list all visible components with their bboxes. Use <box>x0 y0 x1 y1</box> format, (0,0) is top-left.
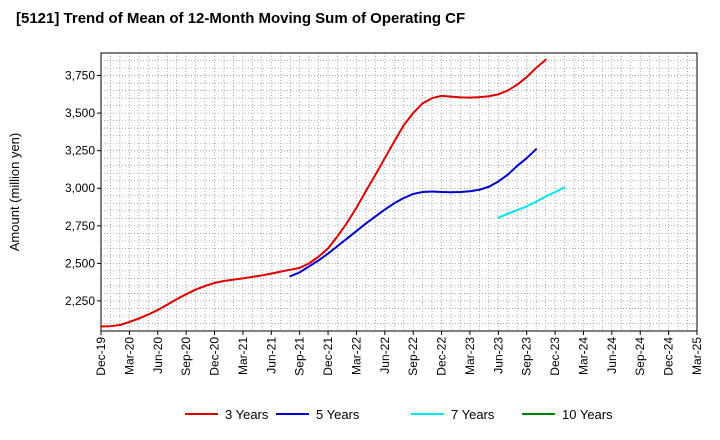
series-line-5-years <box>289 148 538 278</box>
x-tick-label: Jun-21 <box>264 337 278 374</box>
x-tick-label: Jun-22 <box>378 337 392 374</box>
x-tick-label: Jun-24 <box>605 337 619 374</box>
y-tick-label: 3,750 <box>65 69 95 83</box>
plot-area-border <box>100 52 698 332</box>
x-tick-label: Sep-23 <box>520 337 534 376</box>
x-tick-label: Dec-21 <box>321 337 335 376</box>
series-line-7-years <box>497 186 566 219</box>
y-tick-label: 3,500 <box>65 106 95 120</box>
x-tick-label: Dec-24 <box>662 337 676 376</box>
legend-label-10-years: 10 Years <box>562 407 613 422</box>
legend-label-3-years: 3 Years <box>225 407 269 422</box>
y-axis-ticks: 2,250 2,500 2,750 3,000 3,250 3,500 3,750 <box>65 69 101 308</box>
x-tick-label: Mar-25 <box>690 337 704 375</box>
grid-lines <box>101 53 697 331</box>
x-tick-label: Jun-23 <box>491 337 505 374</box>
x-tick-label: Mar-21 <box>236 337 250 375</box>
x-tick-label: Mar-23 <box>463 337 477 375</box>
y-tick-label: 2,500 <box>65 256 95 270</box>
y-tick-label: 3,000 <box>65 181 95 195</box>
series-lines <box>100 58 566 328</box>
x-tick-label: Jun-20 <box>151 337 165 374</box>
x-tick-label: Dec-20 <box>208 337 222 376</box>
legend-label-5-years: 5 Years <box>316 407 360 422</box>
y-tick-label: 2,250 <box>65 294 95 308</box>
x-axis-ticks: Dec-19 Mar-20 Jun-20 Sep-20 Dec-20 Mar-21 Jun-… <box>94 331 704 376</box>
x-tick-label: Sep-24 <box>633 337 647 376</box>
legend: 3 Years 5 Years 7 Years 10 Years <box>185 407 613 422</box>
x-tick-label: Sep-22 <box>406 337 420 376</box>
legend-label-7-years: 7 Years <box>451 407 495 422</box>
x-tick-label: Mar-24 <box>576 337 590 375</box>
y-tick-label: 3,250 <box>65 144 95 158</box>
x-tick-label: Mar-22 <box>349 337 363 375</box>
x-tick-label: Sep-20 <box>179 337 193 376</box>
x-tick-label: Dec-23 <box>548 337 562 376</box>
x-tick-label: Dec-22 <box>435 337 449 376</box>
chart-title: [5121] Trend of Mean of 12-Month Moving … <box>16 10 466 27</box>
y-axis-title: Amount (million yen) <box>7 133 22 252</box>
y-tick-label: 2,750 <box>65 219 95 233</box>
series-line-3-years <box>100 58 547 328</box>
x-tick-label: Mar-20 <box>122 337 136 375</box>
x-tick-label: Sep-21 <box>293 337 307 376</box>
x-tick-label: Dec-19 <box>94 337 108 376</box>
